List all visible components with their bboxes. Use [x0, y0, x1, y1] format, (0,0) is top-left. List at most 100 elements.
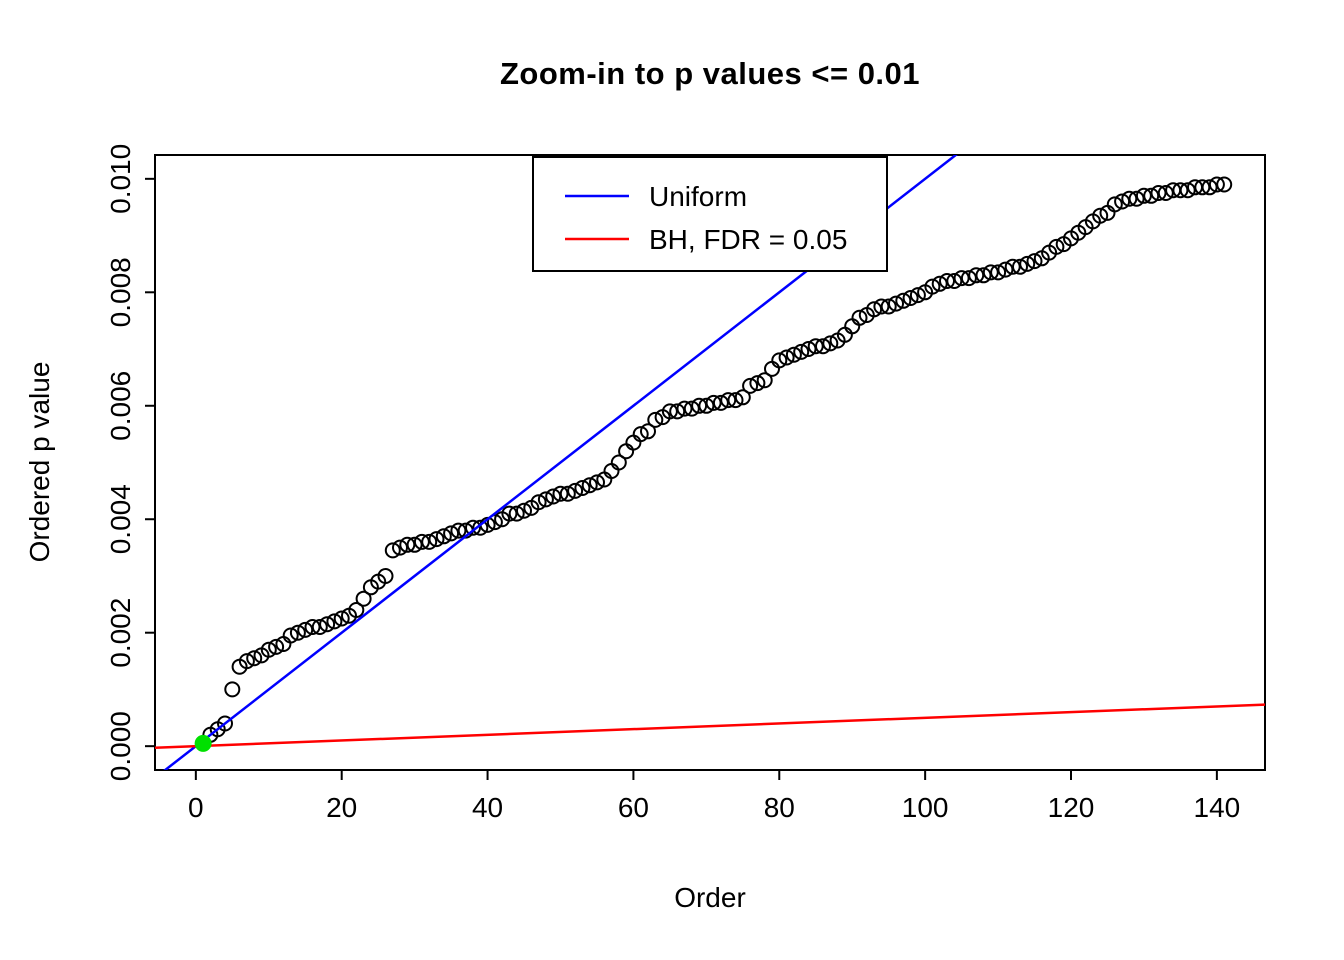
data-point — [1208, 176, 1225, 193]
data-point — [640, 423, 656, 440]
data-point — [1201, 179, 1218, 196]
data-point — [1179, 182, 1196, 199]
data-point — [1004, 258, 1021, 275]
data-point — [428, 531, 445, 548]
data-point — [450, 522, 467, 539]
data-point — [888, 295, 904, 312]
data-point — [625, 434, 642, 451]
data-point — [1114, 193, 1131, 210]
chart-title: Zoom-in to p values <= 0.01 — [499, 56, 921, 91]
data-point — [435, 528, 452, 545]
data-point — [705, 394, 722, 411]
data-point — [785, 346, 802, 363]
y-tick-label: 0.002 — [105, 598, 136, 668]
data-point — [960, 270, 977, 287]
data-point — [815, 338, 831, 355]
x-tick-label: 20 — [326, 792, 357, 823]
x-tick-label: 0 — [188, 792, 204, 823]
legend-label: Uniform — [649, 181, 747, 212]
data-point — [778, 349, 795, 366]
data-point — [574, 480, 591, 496]
data-point — [1026, 253, 1043, 270]
data-point — [289, 624, 306, 641]
data-point — [982, 264, 999, 281]
data-point — [1106, 196, 1123, 213]
data-point — [304, 619, 321, 635]
y-tick-label: 0.000 — [105, 711, 136, 781]
data-point — [537, 491, 554, 508]
y-tick-label: 0.006 — [105, 371, 136, 441]
data-point — [311, 619, 328, 635]
data-point — [683, 400, 700, 417]
data-point — [421, 533, 438, 550]
data-point — [742, 377, 759, 394]
data-point — [647, 411, 664, 428]
y-tick-label: 0.010 — [105, 144, 136, 214]
highlight-point — [194, 734, 212, 752]
data-point — [822, 335, 839, 352]
data-point — [866, 301, 883, 318]
data-point — [669, 403, 686, 420]
data-point — [545, 488, 562, 505]
data-point — [691, 397, 708, 414]
data-point — [348, 602, 365, 618]
legend-box — [532, 156, 888, 272]
data-point — [909, 287, 926, 304]
data-point — [720, 392, 737, 409]
y-tick-label: 0.008 — [105, 257, 136, 327]
data-point — [880, 298, 897, 315]
data-point — [975, 267, 992, 284]
x-tick-label: 140 — [1194, 792, 1241, 823]
data-point — [589, 474, 605, 491]
data-point — [968, 267, 985, 284]
uniform-line — [163, 155, 958, 770]
data-point — [756, 372, 773, 389]
data-point — [1048, 238, 1065, 255]
data-point — [1157, 185, 1174, 201]
data-point — [793, 343, 810, 360]
data-point — [1012, 258, 1028, 275]
data-point — [895, 292, 912, 309]
data-point — [581, 477, 598, 494]
data-point — [946, 273, 963, 289]
data-point — [953, 270, 970, 287]
data-point — [472, 519, 489, 536]
data-point — [807, 338, 824, 355]
data-point — [443, 525, 460, 542]
data-point — [698, 397, 715, 414]
x-tick-label: 120 — [1048, 792, 1095, 823]
data-point — [465, 519, 481, 536]
bh-threshold-line — [155, 703, 1265, 750]
data-point — [1194, 179, 1211, 196]
x-tick-label: 100 — [902, 792, 949, 823]
data-point — [1128, 190, 1145, 207]
data-point — [282, 627, 299, 644]
data-point — [603, 463, 620, 479]
data-point — [632, 426, 649, 443]
x-tick-label: 80 — [764, 792, 795, 823]
data-point — [319, 616, 336, 633]
data-point — [618, 443, 635, 460]
data-point — [844, 318, 861, 335]
data-point — [333, 610, 350, 627]
data-point — [734, 389, 751, 406]
data-point — [1019, 255, 1036, 272]
data-point — [873, 298, 890, 315]
data-point — [764, 360, 780, 377]
data-point — [610, 454, 627, 471]
data-point — [377, 568, 394, 584]
data-point — [260, 641, 277, 658]
data-point — [508, 505, 525, 522]
data-point — [224, 681, 241, 698]
data-point — [712, 394, 729, 411]
y-axis-label: Ordered p value — [24, 361, 55, 563]
data-point — [939, 273, 955, 289]
data-point — [530, 494, 547, 511]
data-point — [800, 341, 817, 357]
data-point — [1216, 176, 1233, 193]
data-point — [326, 613, 343, 630]
data-point — [399, 536, 416, 553]
data-point — [1092, 207, 1109, 224]
